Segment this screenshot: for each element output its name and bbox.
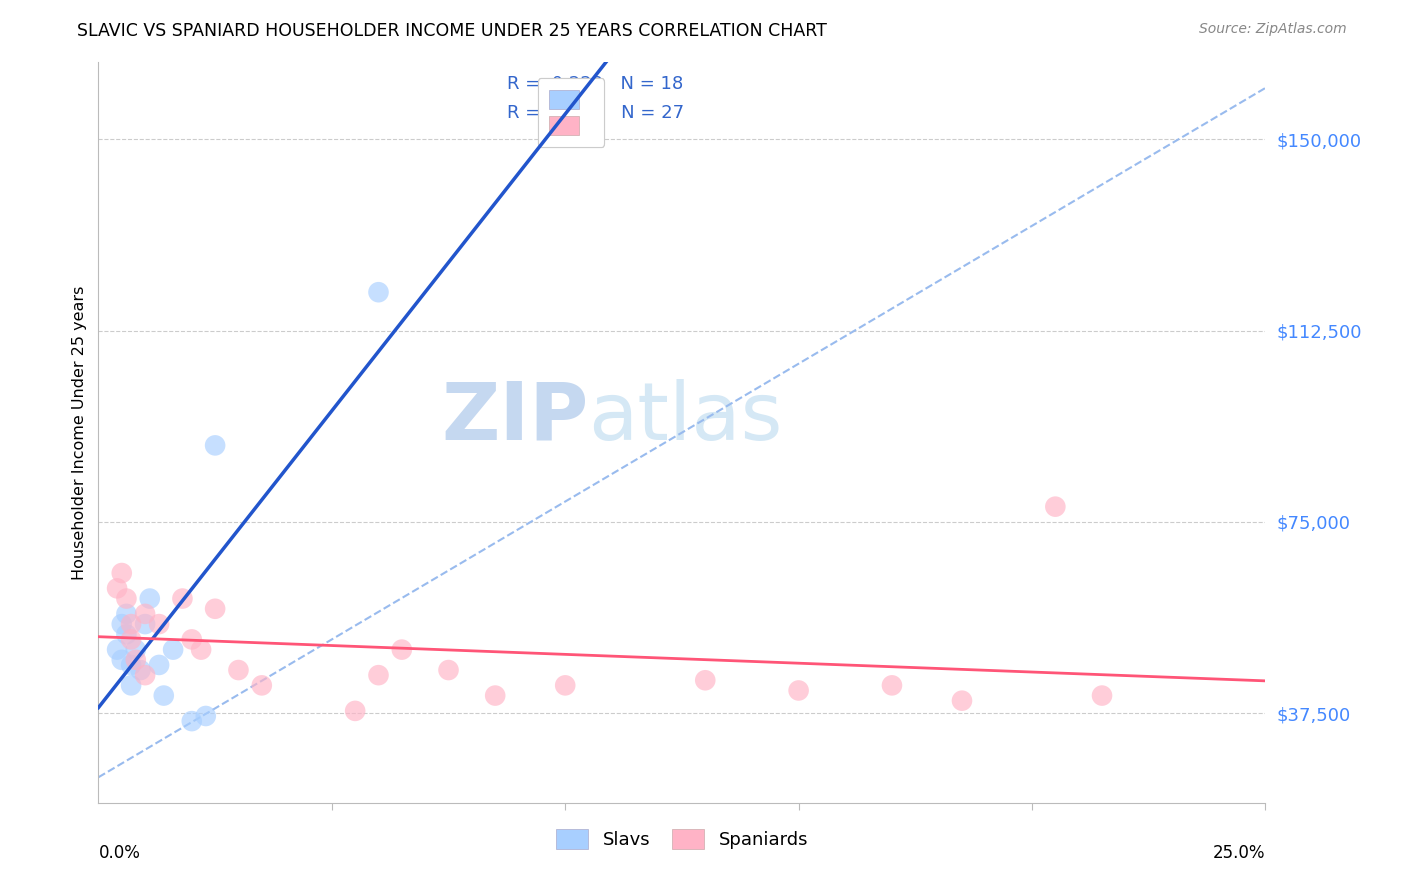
Text: R = -0.157   N = 27: R = -0.157 N = 27	[508, 104, 683, 122]
Point	[367, 668, 389, 682]
Point	[204, 438, 226, 452]
Text: ZIP: ZIP	[441, 379, 589, 457]
Point	[115, 607, 138, 621]
Point	[111, 653, 134, 667]
Text: atlas: atlas	[589, 379, 783, 457]
Text: 25.0%: 25.0%	[1213, 844, 1265, 862]
Point	[950, 694, 973, 708]
Point	[1091, 689, 1114, 703]
Point	[190, 642, 212, 657]
Point	[250, 678, 273, 692]
Point	[134, 607, 156, 621]
Point	[125, 653, 148, 667]
Point	[134, 668, 156, 682]
Point	[111, 617, 134, 632]
Point	[437, 663, 460, 677]
Text: 0.0%: 0.0%	[98, 844, 141, 862]
Point	[120, 678, 142, 692]
Text: SLAVIC VS SPANIARD HOUSEHOLDER INCOME UNDER 25 YEARS CORRELATION CHART: SLAVIC VS SPANIARD HOUSEHOLDER INCOME UN…	[77, 22, 827, 40]
Point	[111, 566, 134, 580]
Point	[125, 642, 148, 657]
Point	[148, 657, 170, 672]
Point	[180, 714, 202, 728]
Point	[129, 663, 152, 677]
Point	[115, 627, 138, 641]
Point	[344, 704, 367, 718]
Text: Source: ZipAtlas.com: Source: ZipAtlas.com	[1199, 22, 1347, 37]
Y-axis label: Householder Income Under 25 years: Householder Income Under 25 years	[72, 285, 87, 580]
Point	[134, 617, 156, 632]
Point	[139, 591, 162, 606]
Point	[695, 673, 717, 688]
Point	[228, 663, 250, 677]
Point	[194, 709, 217, 723]
Point	[120, 657, 142, 672]
Point	[1045, 500, 1067, 514]
Point	[554, 678, 576, 692]
Point	[105, 582, 128, 596]
Point	[204, 601, 226, 615]
Point	[391, 642, 413, 657]
Text: R =  0.229   N = 18: R = 0.229 N = 18	[508, 75, 683, 93]
Point	[120, 632, 142, 647]
Point	[367, 285, 389, 300]
Point	[162, 642, 184, 657]
Point	[152, 689, 174, 703]
Point	[172, 591, 194, 606]
Point	[148, 617, 170, 632]
Point	[880, 678, 903, 692]
Point	[120, 617, 142, 632]
Point	[484, 689, 506, 703]
Point	[787, 683, 810, 698]
Point	[180, 632, 202, 647]
Point	[115, 591, 138, 606]
Legend: , : ,	[537, 78, 605, 146]
Point	[105, 642, 128, 657]
